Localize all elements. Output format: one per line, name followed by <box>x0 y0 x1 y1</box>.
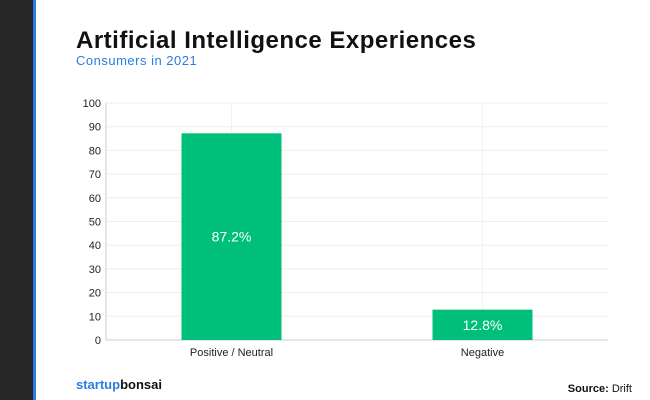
y-tick-label: 50 <box>89 217 101 229</box>
y-tick-label: 90 <box>89 122 101 134</box>
source-value: Drift <box>608 383 632 395</box>
chart-title: Artificial Intelligence Experiences <box>76 27 477 54</box>
chart-subtitle: Consumers in 2021 <box>76 53 198 68</box>
bar <box>181 133 282 340</box>
y-tick-label: 60 <box>89 193 101 205</box>
data-label: 87.2% <box>212 229 252 245</box>
accent-line <box>33 0 36 400</box>
y-tick-label: 40 <box>89 240 101 252</box>
y-tick-label: 80 <box>89 145 101 157</box>
y-tick-label: 20 <box>89 288 101 300</box>
source-label: Source: <box>567 383 609 395</box>
x-tick-label: Negative <box>461 347 504 359</box>
logo-part1: startup <box>76 377 121 392</box>
y-tick-label: 10 <box>89 311 101 323</box>
bar <box>432 309 533 340</box>
x-tick-label: Positive / Neutral <box>190 347 273 359</box>
y-tick-label: 30 <box>89 264 101 276</box>
y-tick-label: 70 <box>89 169 101 181</box>
y-tick-label: 0 <box>95 335 101 347</box>
source-note: Source: Drift <box>568 383 632 395</box>
y-tick-label: 100 <box>83 98 101 110</box>
side-panel <box>0 0 33 400</box>
logo-part2: bonsai <box>120 377 162 392</box>
data-label: 12.8% <box>463 317 503 333</box>
startupbonsai-logo: startupbonsai <box>76 377 162 392</box>
